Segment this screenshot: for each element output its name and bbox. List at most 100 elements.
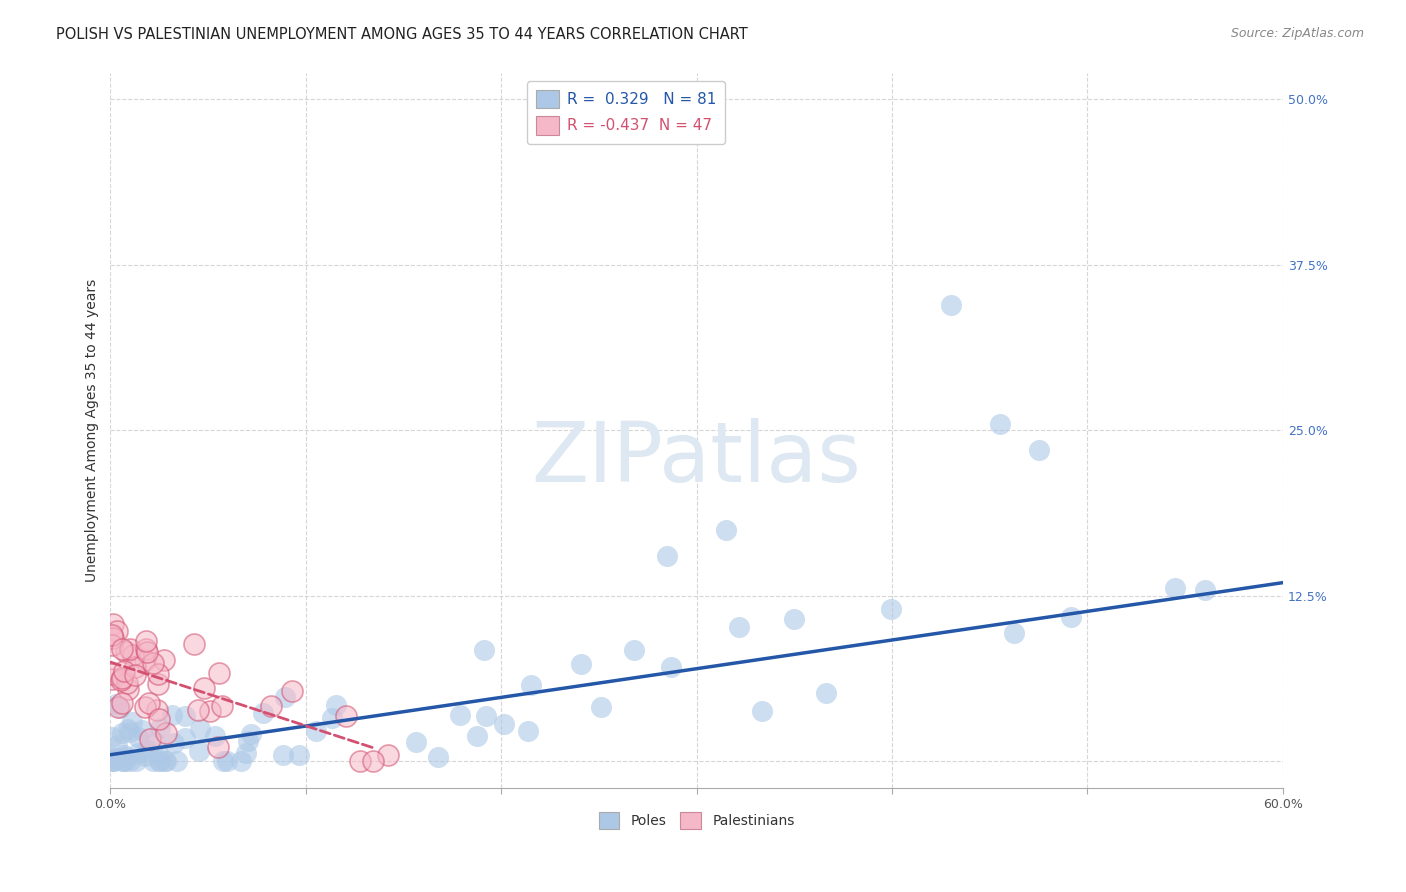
Point xyxy=(465,729,488,743)
Point xyxy=(111,755,134,769)
Point xyxy=(988,417,1011,431)
Point xyxy=(426,750,449,764)
Point xyxy=(1060,610,1083,624)
Point xyxy=(274,690,297,705)
Point xyxy=(187,703,209,717)
Point xyxy=(727,620,749,634)
Point xyxy=(449,707,471,722)
Point xyxy=(143,735,166,749)
Point xyxy=(155,755,177,769)
Point xyxy=(122,648,145,662)
Text: ZIPatlas: ZIPatlas xyxy=(531,418,862,500)
Point xyxy=(1164,582,1187,596)
Point xyxy=(569,657,592,671)
Point xyxy=(117,681,139,696)
Point xyxy=(335,708,357,723)
Point xyxy=(112,748,135,763)
Point xyxy=(217,755,239,769)
Point xyxy=(142,755,165,769)
Point xyxy=(520,678,543,692)
Point xyxy=(114,755,136,769)
Point xyxy=(149,722,172,736)
Point xyxy=(321,710,343,724)
Point xyxy=(111,755,134,769)
Point xyxy=(211,699,233,714)
Point xyxy=(142,657,165,671)
Point xyxy=(134,653,156,667)
Point xyxy=(494,717,516,731)
Point xyxy=(120,755,142,769)
Point xyxy=(211,755,233,769)
Point xyxy=(135,743,157,757)
Point xyxy=(153,653,176,667)
Point xyxy=(111,642,134,657)
Point xyxy=(174,731,197,745)
Point xyxy=(136,645,159,659)
Point xyxy=(271,747,294,762)
Point xyxy=(134,700,156,714)
Point xyxy=(101,750,124,764)
Point xyxy=(657,549,679,564)
Point xyxy=(101,628,124,642)
Point xyxy=(111,696,134,710)
Point xyxy=(517,724,540,739)
Point xyxy=(623,643,645,657)
Point xyxy=(260,698,283,713)
Point xyxy=(105,697,128,711)
Point xyxy=(101,638,124,652)
Point xyxy=(714,523,737,537)
Point xyxy=(139,732,162,747)
Point xyxy=(148,755,170,769)
Point xyxy=(105,624,128,638)
Point xyxy=(115,676,138,690)
Point xyxy=(472,642,495,657)
Point xyxy=(361,755,384,769)
Point xyxy=(153,755,176,769)
Point xyxy=(880,602,903,616)
Point xyxy=(110,673,132,688)
Point xyxy=(163,735,186,749)
Point xyxy=(751,704,773,718)
Point xyxy=(112,664,135,678)
Point xyxy=(405,735,427,749)
Point xyxy=(101,632,124,646)
Point xyxy=(475,708,498,723)
Point xyxy=(124,660,146,674)
Point xyxy=(174,708,197,723)
Point xyxy=(208,666,231,681)
Point xyxy=(305,723,328,738)
Point xyxy=(236,734,259,748)
Point xyxy=(1028,443,1050,458)
Point xyxy=(146,703,169,717)
Point xyxy=(281,684,304,698)
Point xyxy=(138,696,160,710)
Point xyxy=(118,725,141,739)
Point xyxy=(115,750,138,764)
Point xyxy=(148,747,170,762)
Point xyxy=(148,712,170,726)
Point xyxy=(135,634,157,648)
Point xyxy=(591,700,613,714)
Text: Source: ZipAtlas.com: Source: ZipAtlas.com xyxy=(1230,27,1364,40)
Point xyxy=(160,708,183,723)
Point xyxy=(252,706,274,720)
Point xyxy=(125,755,148,769)
Point xyxy=(111,671,134,685)
Point xyxy=(101,730,124,744)
Point xyxy=(1194,582,1216,597)
Point xyxy=(204,729,226,743)
Point xyxy=(101,617,124,632)
Y-axis label: Unemployment Among Ages 35 to 44 years: Unemployment Among Ages 35 to 44 years xyxy=(86,279,100,582)
Point xyxy=(115,645,138,659)
Point xyxy=(183,637,205,651)
Point xyxy=(288,748,311,763)
Point xyxy=(349,755,371,769)
Point xyxy=(118,642,141,657)
Point xyxy=(117,722,139,736)
Point xyxy=(107,700,129,714)
Point xyxy=(103,755,125,769)
Point xyxy=(193,681,215,696)
Point xyxy=(198,704,221,718)
Point xyxy=(188,722,211,736)
Point xyxy=(127,730,149,744)
